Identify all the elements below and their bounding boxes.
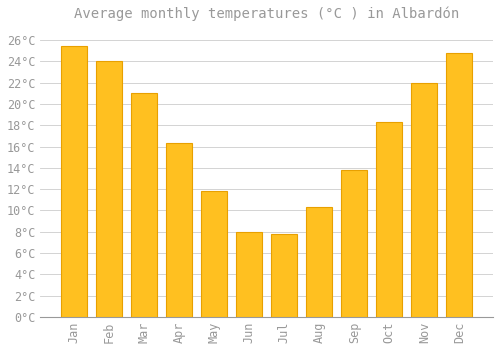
Bar	[131, 93, 157, 317]
Bar	[411, 83, 438, 317]
Bar	[201, 191, 228, 317]
Bar	[376, 122, 402, 317]
Bar	[96, 62, 122, 317]
Bar	[271, 234, 297, 317]
Bar	[236, 232, 262, 317]
Bar	[341, 170, 367, 317]
Bar	[166, 144, 192, 317]
Bar	[306, 207, 332, 317]
Bar	[61, 46, 87, 317]
Bar	[446, 53, 472, 317]
Title: Average monthly temperatures (°C ) in Albardón: Average monthly temperatures (°C ) in Al…	[74, 7, 460, 21]
